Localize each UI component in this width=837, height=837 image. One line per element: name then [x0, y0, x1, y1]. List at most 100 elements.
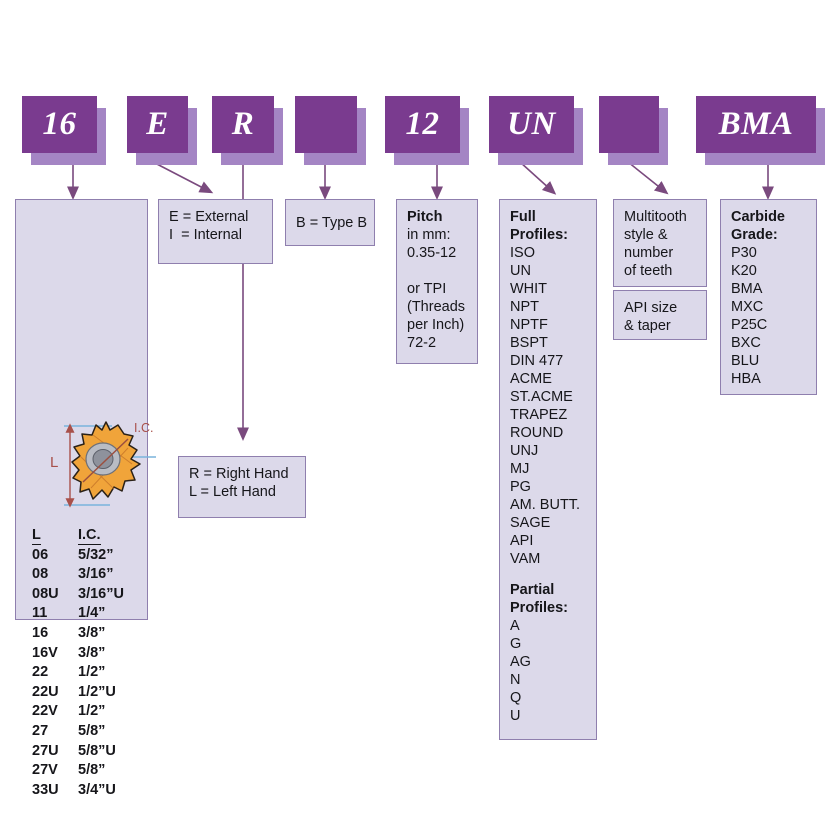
tile-face [295, 96, 357, 153]
full-profiles-list-item: ROUND [510, 425, 564, 441]
table-row: 27U 5/8”U [32, 742, 152, 762]
cell-ic: 3/8” [78, 644, 106, 661]
tile-hand-code[interactable]: R [212, 96, 283, 165]
cell-l: 27 [32, 722, 49, 739]
cell-l: 16 [32, 624, 49, 641]
full-profiles-list-item: SAGE [510, 515, 551, 531]
pitch-line-item: per Inch) [407, 317, 465, 333]
multitooth-lines: Multitooth style & number of teeth [624, 208, 696, 280]
cell-ic: 3/8” [78, 624, 106, 641]
tile-code-text: UN [507, 106, 556, 142]
type-line: I = Internal [169, 227, 242, 243]
pitch-heading: Pitch [407, 209, 443, 225]
hand-box: R = Right Hand L = Left Hand [178, 456, 306, 518]
profiles-spacer [510, 568, 586, 581]
full-profiles-list-item: ST.ACME [510, 389, 573, 405]
hand-line: R = Right Hand [189, 466, 289, 482]
multitooth-line-item: Multitooth [624, 209, 687, 225]
full-profiles-list-item: BSPT [510, 335, 548, 351]
api-lines: API size & taper [624, 299, 696, 335]
cell-l: 08U [32, 585, 59, 602]
multitooth-line-item: number [624, 245, 674, 261]
dim-arrow-top [65, 423, 75, 433]
table-row: 08 3/16” [32, 565, 152, 585]
tile-type-code[interactable]: E [127, 96, 197, 165]
tile-pitch-code[interactable]: 12 [385, 96, 469, 165]
pitch-line-item: 72-2 [407, 335, 437, 351]
cell-l: 16V [32, 644, 58, 661]
full-profiles-heading: Profiles: [510, 227, 569, 243]
type-line: E = External [169, 209, 249, 225]
tile-grade-code[interactable]: BMA [696, 96, 825, 165]
grade-list-item: HBA [731, 371, 761, 387]
table-row: 11 1/4” [32, 604, 152, 624]
tile-multitooth-code[interactable] [599, 96, 668, 165]
partial-profiles-heading: Profiles: [510, 600, 569, 616]
grade-list: P30 K20 BMA MXC P25C BXC BLU HBA [731, 244, 806, 388]
full-profiles-list-item: NPTF [510, 317, 548, 333]
full-profiles-list-item: VAM [510, 551, 541, 567]
full-profiles-list-item: NPT [510, 299, 539, 315]
table-body: 06 5/32” 08 3/16” 08U 3/16”U 11 1/4” 16 3/8” 16V 3/… [32, 546, 152, 801]
full-profiles-heading: Full [510, 209, 536, 225]
tile-face: 16 [22, 96, 97, 153]
table-row: 16V 3/8” [32, 644, 152, 664]
cell-ic: 5/8” [78, 722, 106, 739]
table-row: 16 3/8” [32, 624, 152, 644]
tile-face [599, 96, 659, 153]
table-header-row: L I.C. [32, 526, 152, 546]
tile-profile-code[interactable]: UN [489, 96, 583, 165]
full-profiles-list-item: ACME [510, 371, 552, 387]
full-profiles-list-item: WHIT [510, 281, 548, 297]
full-profiles-list-item: MJ [510, 461, 530, 477]
cell-l: 22V [32, 703, 58, 720]
cell-l: 27U [32, 742, 59, 759]
tile-code-text: E [146, 106, 169, 142]
insert-hole-inner [92, 449, 114, 469]
insert-type-box: B = Type B [285, 199, 375, 246]
tile-face: R [212, 96, 274, 153]
cell-ic: 3/16” [78, 566, 114, 583]
cell-l: 27V [32, 762, 58, 779]
api-box: API size & taper [613, 290, 707, 340]
tile-size-code[interactable]: 16 [22, 96, 106, 165]
dim-arrow-bottom [65, 498, 75, 508]
multitooth-line-item: of teeth [624, 263, 673, 279]
cell-l: 06 [32, 546, 49, 563]
pitch-line-item: in mm: [407, 227, 451, 243]
pitch-line-item: 0.35-12 [407, 245, 457, 261]
tile-face: 12 [385, 96, 460, 153]
pitch-line-item: or TPI [407, 281, 447, 297]
arrow-to-profile-box [519, 161, 557, 195]
cell-ic: 1/2”U [78, 683, 116, 700]
table-header-l: L [32, 527, 41, 545]
tile-face: BMA [696, 96, 816, 153]
tile-code-text: 16 [42, 106, 77, 142]
cell-ic: 1/4” [78, 605, 106, 622]
insert-illustration: L I.C. [50, 421, 156, 508]
pitch-lines: in mm: 0.35-12 or TPI (Threads per Inch) 72-… [407, 226, 467, 352]
table-row: 22V 1/2” [32, 702, 152, 722]
tile-code-text: R [231, 106, 255, 142]
cell-ic: 3/16”U [78, 585, 124, 602]
dim-label-l: L [50, 454, 58, 471]
cell-l: 11 [32, 605, 48, 622]
grade-list-item: K20 [731, 263, 757, 279]
full-profiles-list-item: PG [510, 479, 531, 495]
full-profiles-list-item: TRAPEZ [510, 407, 568, 423]
grade-list-item: BXC [731, 335, 761, 351]
table-header-ic: I.C. [78, 527, 101, 545]
table-row: 22U 1/2”U [32, 683, 152, 703]
tile-insert-type-code[interactable] [295, 96, 366, 165]
dim-label-ic: I.C. [134, 421, 153, 435]
cell-l: 33U [32, 781, 59, 798]
cell-ic: 5/8” [78, 762, 106, 779]
table-row: 33U 3/4”U [32, 781, 152, 801]
grade-list-item: BLU [731, 353, 760, 369]
hand-line: L = Left Hand [189, 484, 276, 500]
cell-l: 22U [32, 683, 59, 700]
partial-profiles-list-item: U [510, 708, 521, 724]
table-row: 06 5/32” [32, 546, 152, 566]
grade-list-item: P25C [731, 317, 768, 333]
full-profiles-list-item: DIN 477 [510, 353, 564, 369]
